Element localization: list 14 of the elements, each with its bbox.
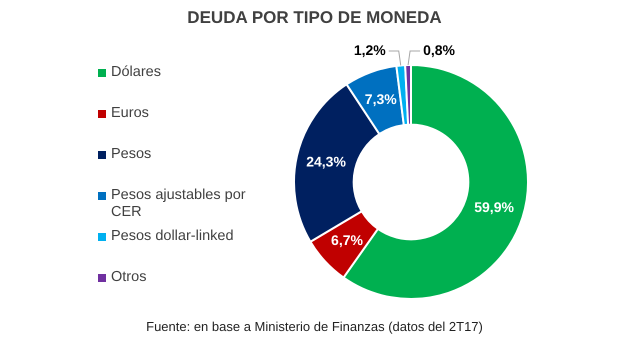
- data-label: 7,3%: [364, 91, 398, 108]
- legend-label: Pesos: [111, 146, 152, 163]
- legend-label: Pesos dollar-linked: [111, 228, 234, 245]
- data-label: 59,9%: [474, 199, 514, 216]
- legend-label: Otros: [111, 269, 146, 286]
- legend-label: Dólares: [111, 64, 161, 81]
- legend-label: Euros: [111, 105, 149, 122]
- legend-label: Pesos ajustables por CER: [111, 187, 247, 221]
- data-label: 0,8%: [423, 42, 456, 58]
- data-label: 24,3%: [306, 153, 346, 170]
- chart-title: DEUDA POR TIPO DE MONEDA: [186, 8, 443, 28]
- data-label: 6,7%: [331, 232, 364, 248]
- data-label: 1,2%: [354, 42, 386, 58]
- source-note: Fuente: en base a Ministerio de Finanzas (datos del 2T17): [145, 319, 484, 334]
